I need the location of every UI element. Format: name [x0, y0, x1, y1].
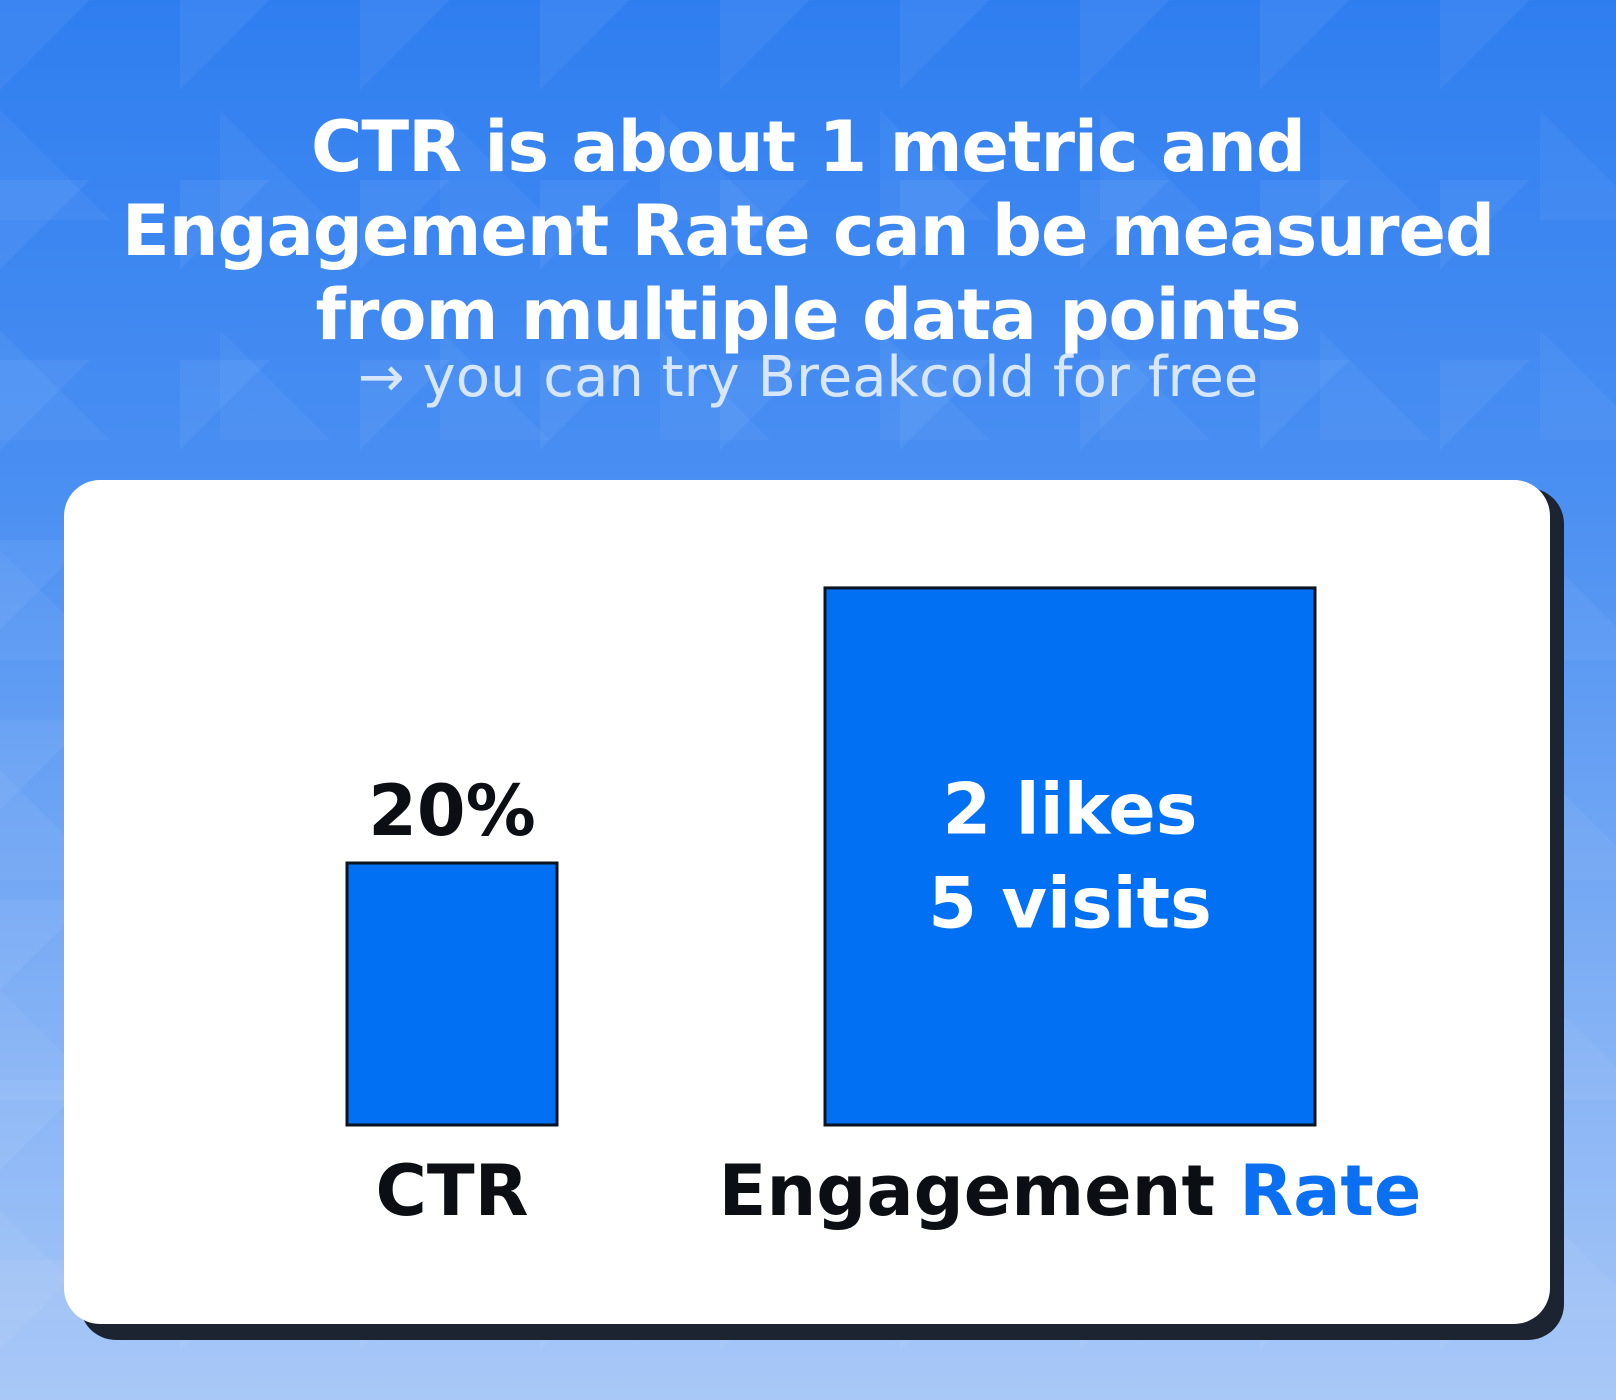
category-label-part-2: Rate	[1239, 1150, 1421, 1232]
data-label-engagement-rate-2: 5 visits	[928, 862, 1212, 944]
chart-card: 20% CTR 2 likes 5 visits Engagement Rate	[64, 480, 1550, 1324]
category-label-part-1: CTR	[375, 1150, 528, 1232]
data-label-engagement-rate-1: 2 likes	[943, 768, 1198, 850]
headline-line-1: CTR is about 1 metric and	[310, 106, 1306, 188]
headline: CTR is about 1 metric and Engagement Rat…	[0, 105, 1616, 357]
headline-line-3: from multiple data points	[315, 274, 1301, 356]
bar-engagement-rate	[823, 586, 1317, 1127]
subtitle-link[interactable]: → you can try Breakcold for free	[357, 345, 1259, 410]
category-label-engagement-rate: Engagement Rate	[719, 1150, 1422, 1232]
bar-chart: 20% CTR 2 likes 5 visits Engagement Rate	[345, 586, 1422, 1232]
category-label-ctr: CTR	[375, 1150, 528, 1232]
category-label-part-1: Engagement	[719, 1150, 1240, 1232]
headline-line-2: Engagement Rate can be measured	[121, 190, 1495, 272]
bar-ctr	[345, 861, 559, 1127]
data-label-ctr-1: 20%	[368, 770, 536, 852]
